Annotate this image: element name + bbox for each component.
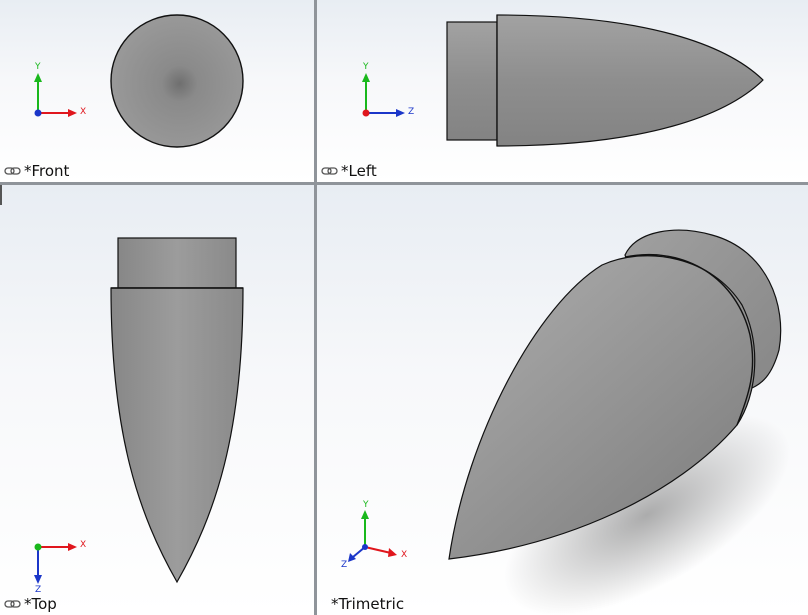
link-icon [321,167,338,175]
left-view-scene: Y Z [362,14,764,147]
nose-cone-profile [110,287,244,584]
viewport-label-left[interactable]: *Left [321,162,377,180]
coordinate-triad-icon [34,543,77,584]
viewport-label-front[interactable]: *Front [4,162,69,180]
axis-label-z: Z [341,560,347,570]
viewport-name: *Front [24,162,70,180]
axis-label-x: X [80,107,86,117]
nose-cone-body [448,255,756,560]
nose-cone-profile [496,14,764,147]
viewport-label-trimetric[interactable]: *Trimetric [331,595,404,613]
viewport-top[interactable]: X Z *Top [0,185,314,615]
trimetric-view-scene: Y X Z [341,229,790,615]
coordinate-triad-icon [362,73,405,117]
shoulder-section [117,237,237,289]
axis-label-y: Y [34,62,41,72]
nose-cone-front-face [110,14,244,148]
axis-label-y: Y [362,62,369,72]
viewport-trimetric[interactable]: Y X Z *Trimetric [317,185,808,615]
coordinate-triad-icon [348,510,397,562]
viewport-corner-marker [0,185,2,205]
viewport-front[interactable]: Y X *Front [0,0,314,182]
viewport-label-top[interactable]: *Top [4,595,57,613]
shoulder-seam [624,253,754,426]
viewport-name: *Left [341,162,377,180]
link-icon [4,167,21,175]
viewport-left[interactable]: Y Z *Left [317,0,808,182]
viewport-name: *Trimetric [331,595,405,613]
axis-label-z: Z [408,107,414,117]
top-view-scene: X Z [34,237,244,595]
link-icon [4,600,21,608]
model-shadow [504,414,790,615]
coordinate-triad-icon [34,73,77,117]
front-view-scene: Y X [34,14,244,148]
axis-label-z: Z [35,585,41,595]
axis-label-x: X [80,540,86,550]
axis-label-y: Y [362,500,369,510]
shoulder-section [446,21,498,141]
axis-label-x: X [401,550,407,560]
viewport-name: *Top [24,595,57,613]
